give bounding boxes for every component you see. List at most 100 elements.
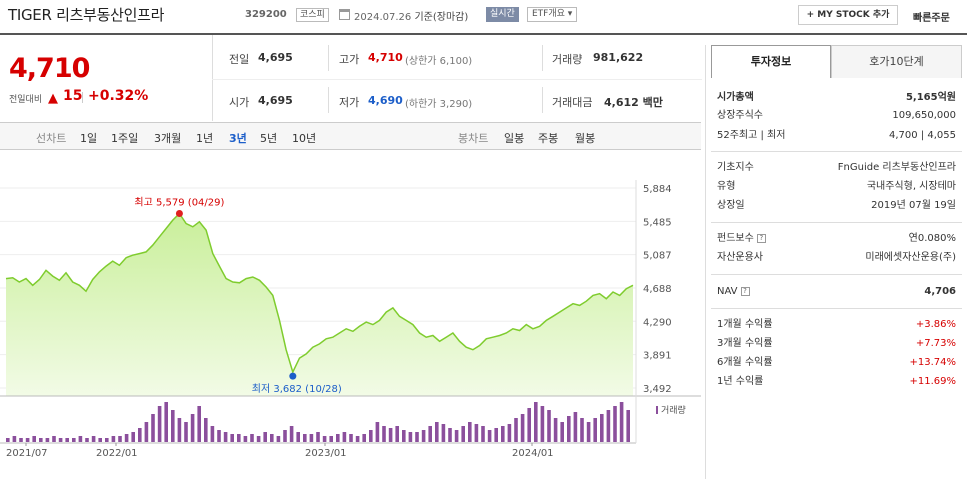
tab-monthly-candle[interactable]: 월봉 xyxy=(575,132,596,145)
upper-limit: (상한가 6,100) xyxy=(405,56,473,67)
volume-bar xyxy=(197,406,201,442)
help-icon[interactable]: ? xyxy=(740,286,750,296)
help-icon[interactable]: ? xyxy=(756,233,766,243)
y-tick-label: 3,492 xyxy=(643,384,672,395)
volume-bar xyxy=(303,434,307,442)
y-tick-label: 4,290 xyxy=(643,317,672,328)
volume-bar xyxy=(428,426,432,442)
tab-1day[interactable]: 1일 xyxy=(80,132,98,145)
price-area xyxy=(6,213,633,396)
volume-bar xyxy=(210,426,215,442)
divider xyxy=(328,87,329,113)
trade-value-label: 거래대금 xyxy=(552,96,593,109)
volume-bar xyxy=(157,406,162,442)
tab-weekly-candle[interactable]: 주봉 xyxy=(538,132,559,145)
volume-bar xyxy=(230,434,234,442)
volume-bar xyxy=(329,436,333,442)
volume-bar xyxy=(619,402,624,442)
volume-bar xyxy=(45,438,50,442)
volume-bar xyxy=(586,422,591,442)
volume-bar xyxy=(263,432,267,442)
volume-bar xyxy=(501,426,505,442)
chart-tabs: 선차트 1일 1주일 3개월 1년 3년 5년 10년 봉차트 일봉 주봉 월봉 xyxy=(0,122,701,150)
volume-bar xyxy=(448,428,452,442)
volume-bar xyxy=(283,430,287,442)
volume-bar xyxy=(190,414,195,442)
volume-bar xyxy=(12,436,17,442)
x-tick-label: 2021/07 xyxy=(6,448,48,459)
return-row: 1년 수익률 +11.69% xyxy=(717,376,956,387)
tab-1year[interactable]: 1년 xyxy=(196,132,214,145)
volume-bar xyxy=(402,430,406,442)
volume-bar xyxy=(468,422,472,442)
volume-bar xyxy=(91,436,96,442)
candle-chart-label: 봉차트 xyxy=(458,132,489,145)
volume-bar xyxy=(118,436,122,442)
volume-bar xyxy=(415,432,419,442)
volume-bar xyxy=(461,426,465,442)
high-label: 고가 xyxy=(339,53,360,66)
tab-daily-candle[interactable]: 일봉 xyxy=(504,132,525,145)
etf-overview-dropdown[interactable]: ETF개요 ▾ xyxy=(527,7,578,22)
volume-bar xyxy=(375,422,380,442)
x-tick-label: 2024/01 xyxy=(512,448,554,459)
price-summary: 4,710 전일대비 ▲ 15 +0.32% 전일 4,695 고가 4,710… xyxy=(0,33,967,121)
divider xyxy=(711,308,962,309)
volume-bar xyxy=(78,436,83,442)
volume-bar xyxy=(626,410,630,442)
volume-bar xyxy=(250,434,254,442)
volume-legend-swatch xyxy=(656,406,658,414)
divider xyxy=(711,222,962,223)
volume-bar xyxy=(98,438,102,442)
volume-bar xyxy=(534,402,538,442)
volume-bar xyxy=(580,418,584,442)
volume-bar xyxy=(217,430,221,442)
volume-bar xyxy=(144,422,149,442)
price-chart[interactable]: 5,884 5,485 5,087 4,688 4,290 3,891 3,492 최고 5… xyxy=(0,150,701,479)
tab-invest-info[interactable]: 투자정보 xyxy=(711,45,831,78)
volume-bar xyxy=(72,438,76,442)
volume-bar xyxy=(487,430,492,442)
market-badge: 코스피 xyxy=(296,8,329,22)
y-tick-label: 3,891 xyxy=(643,351,672,362)
etf-code: 329200 xyxy=(245,9,287,20)
volume-bar xyxy=(256,436,261,442)
add-my-stock-button[interactable]: + MY STOCK 추가 xyxy=(798,5,898,25)
volume-bar xyxy=(138,428,142,442)
open-value: 4,695 xyxy=(258,94,293,107)
volume-bar xyxy=(184,422,188,442)
volume-bar xyxy=(388,428,393,442)
tab-3year[interactable]: 3년 xyxy=(229,132,247,145)
tab-hoga[interactable]: 호가10단계 xyxy=(831,45,962,78)
tab-5year[interactable]: 5년 xyxy=(260,132,278,145)
tab-3month[interactable]: 3개월 xyxy=(154,132,182,145)
volume-bar xyxy=(52,436,56,442)
volume-bar xyxy=(520,414,525,442)
volume-bar xyxy=(421,430,426,442)
info-row: 펀드보수? 연0.080% xyxy=(717,233,956,244)
low-label: 저가 xyxy=(339,96,360,109)
volume-bar xyxy=(289,426,294,442)
up-arrow-icon: ▲ xyxy=(48,91,58,106)
volume-bar xyxy=(336,434,340,442)
volume-bar xyxy=(573,412,578,442)
volume-bar xyxy=(481,426,485,442)
return-row: 6개월 수익률 +13.74% xyxy=(717,357,956,368)
volume-bar xyxy=(124,434,129,442)
volume-bar xyxy=(111,436,116,442)
volume-bar xyxy=(606,410,611,442)
divider xyxy=(212,35,213,121)
tab-1week[interactable]: 1주일 xyxy=(111,132,139,145)
quick-order-link[interactable]: 빠른주문 xyxy=(913,13,950,24)
divider xyxy=(542,45,543,71)
tab-10year[interactable]: 10년 xyxy=(292,132,317,145)
low-label: 최저 3,682 (10/28) xyxy=(252,383,342,395)
volume-bar xyxy=(243,436,248,442)
volume-label: 거래량 xyxy=(552,53,583,66)
volume-bar xyxy=(441,424,446,442)
realtime-button[interactable]: 실시간 xyxy=(486,7,519,22)
high-value: 4,710 xyxy=(368,51,403,64)
volume-bar xyxy=(270,434,274,442)
volume-bar xyxy=(547,410,551,442)
price-line xyxy=(5,212,634,375)
